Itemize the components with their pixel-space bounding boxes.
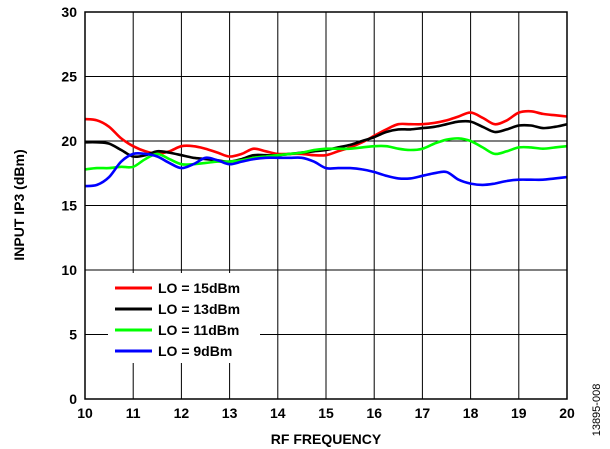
y-axis-title: INPUT IP3 (dBm): [11, 149, 27, 260]
x-tick-label: 13: [222, 405, 238, 421]
legend-label-0: LO = 15dBm: [158, 280, 240, 296]
grid-lines: [85, 12, 567, 399]
y-tick-label: 20: [61, 133, 77, 149]
y-tick-label: 10: [61, 262, 77, 278]
x-tick-labels: 10 11 12 13 14 15 16 17 18 19 20: [77, 405, 575, 421]
series-lines: [84, 109, 568, 188]
x-tick-label: 20: [559, 405, 575, 421]
y-tick-label: 5: [69, 327, 77, 343]
y-tick-label: 25: [61, 69, 77, 85]
x-tick-label: 17: [415, 405, 431, 421]
series-line-3: [84, 151, 568, 188]
x-tick-label: 12: [174, 405, 190, 421]
legend-label-3: LO = 9dBm: [158, 343, 232, 359]
legend: LO = 15dBm LO = 13dBm LO = 11dBm LO = 9dBm: [108, 273, 260, 363]
legend-label-2: LO = 11dBm: [158, 322, 239, 338]
x-tick-label: 14: [270, 405, 286, 421]
x-tick-label: 11: [126, 405, 141, 421]
x-tick-label: 10: [77, 405, 93, 421]
x-tick-label: 19: [511, 405, 527, 421]
plot-frame: [84, 11, 568, 400]
y-tick-label: 15: [61, 198, 77, 214]
y-tick-labels: 0 5 10 15 20 25 30: [61, 4, 77, 407]
y-tick-label: 0: [69, 391, 77, 407]
x-tick-label: 18: [463, 405, 479, 421]
x-axis-title: RF FREQUENCY: [271, 431, 382, 447]
x-tick-label: 16: [366, 405, 382, 421]
x-tick-label: 15: [318, 405, 334, 421]
y-tick-label: 30: [61, 4, 77, 20]
legend-label-1: LO = 13dBm: [158, 301, 240, 317]
figure-id: 13895-008: [591, 384, 603, 437]
series-line-2: [84, 137, 568, 171]
